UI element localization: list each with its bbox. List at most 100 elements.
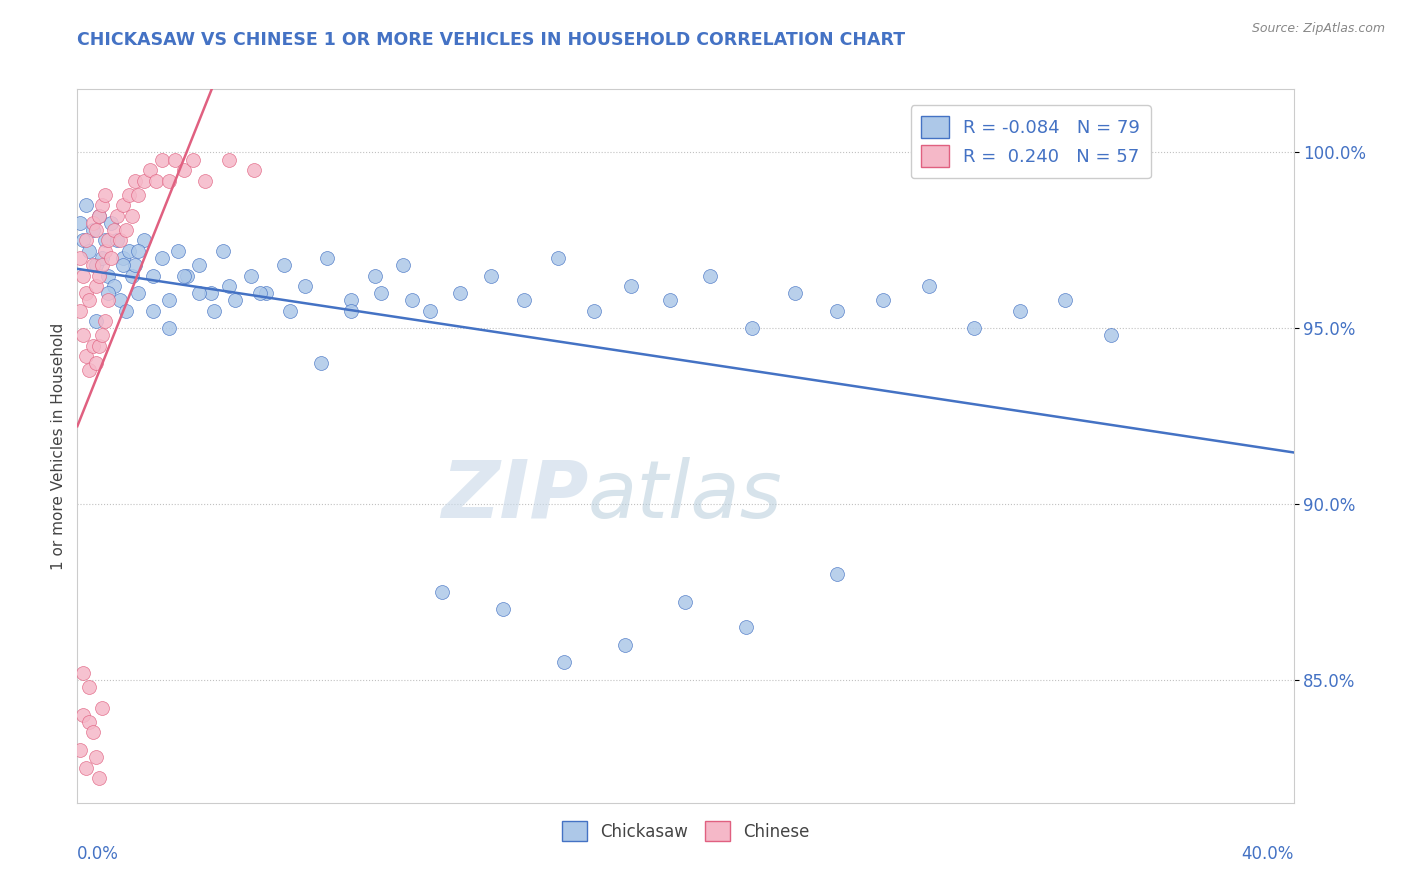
Point [157, 173, 180, 187]
Text: 40.0%: 40.0% [1241, 845, 1294, 863]
Point [108, 293, 131, 307]
Point [145, 173, 167, 187]
Point [659, 293, 682, 307]
Point [115, 303, 138, 318]
Point [87, 268, 110, 283]
Point [84, 279, 107, 293]
Point [82, 339, 104, 353]
Point [82, 223, 104, 237]
Point [127, 286, 149, 301]
Point [239, 268, 262, 283]
Point [72, 233, 94, 247]
Point [218, 279, 240, 293]
Point [108, 233, 131, 247]
Point [224, 293, 246, 307]
Point [105, 233, 128, 247]
Point [583, 303, 606, 318]
Point [127, 187, 149, 202]
Point [75, 233, 97, 247]
Y-axis label: 1 or more Vehicles in Household: 1 or more Vehicles in Household [51, 322, 66, 570]
Text: atlas: atlas [588, 457, 783, 535]
Point [699, 268, 721, 283]
Point [278, 303, 301, 318]
Point [294, 279, 316, 293]
Point [127, 244, 149, 258]
Text: 0.0%: 0.0% [77, 845, 120, 863]
Point [249, 286, 271, 301]
Point [173, 163, 195, 178]
Point [118, 187, 141, 202]
Point [963, 321, 986, 335]
Point [69, 216, 91, 230]
Point [90, 328, 112, 343]
Point [1099, 328, 1122, 343]
Point [449, 286, 471, 301]
Point [69, 303, 91, 318]
Point [118, 244, 141, 258]
Point [90, 701, 112, 715]
Point [218, 153, 240, 167]
Point [84, 314, 107, 328]
Point [613, 638, 636, 652]
Point [134, 173, 156, 187]
Point [212, 244, 235, 258]
Point [111, 251, 134, 265]
Point [202, 303, 225, 318]
Point [340, 293, 363, 307]
Point [741, 321, 763, 335]
Point [157, 321, 180, 335]
Point [111, 258, 134, 272]
Point [82, 258, 104, 272]
Point [93, 187, 115, 202]
Point [553, 655, 575, 669]
Point [430, 585, 453, 599]
Point [79, 680, 101, 694]
Point [75, 198, 97, 212]
Point [391, 258, 413, 272]
Text: ZIP: ZIP [440, 457, 588, 535]
Point [90, 198, 112, 212]
Point [90, 258, 112, 272]
Point [364, 268, 387, 283]
Point [872, 293, 894, 307]
Point [142, 303, 165, 318]
Point [121, 268, 143, 283]
Point [75, 286, 97, 301]
Point [273, 258, 295, 272]
Point [100, 251, 122, 265]
Point [142, 268, 165, 283]
Point [121, 209, 143, 223]
Point [103, 279, 125, 293]
Point [79, 293, 101, 307]
Point [1054, 293, 1077, 307]
Point [124, 173, 146, 187]
Point [200, 286, 222, 301]
Point [72, 328, 94, 343]
Point [79, 363, 101, 377]
Point [115, 223, 138, 237]
Point [176, 268, 198, 283]
Point [111, 198, 134, 212]
Point [93, 244, 115, 258]
Point [918, 279, 941, 293]
Point [97, 286, 120, 301]
Point [84, 356, 107, 370]
Point [547, 251, 569, 265]
Point [513, 293, 536, 307]
Point [827, 303, 849, 318]
Point [134, 233, 156, 247]
Point [84, 750, 107, 764]
Point [419, 303, 441, 318]
Point [620, 279, 643, 293]
Point [72, 665, 94, 680]
Point [75, 350, 97, 364]
Point [69, 251, 91, 265]
Point [82, 725, 104, 739]
Point [315, 251, 337, 265]
Point [194, 173, 217, 187]
Point [675, 595, 697, 609]
Point [79, 714, 101, 729]
Point [124, 258, 146, 272]
Point [340, 303, 363, 318]
Text: Source: ZipAtlas.com: Source: ZipAtlas.com [1251, 22, 1385, 36]
